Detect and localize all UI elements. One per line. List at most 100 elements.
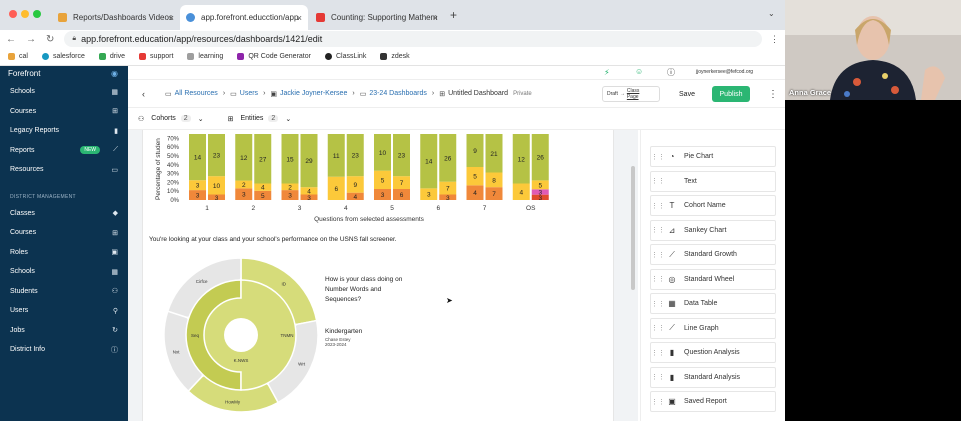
bar-segment[interactable] — [327, 134, 345, 177]
bar-segment[interactable] — [235, 180, 253, 189]
zoom-window-button[interactable] — [33, 10, 41, 18]
bar-segment[interactable] — [485, 172, 503, 188]
entities-filter[interactable]: Entities — [240, 115, 264, 122]
bar-segment[interactable] — [439, 194, 457, 201]
bookmark-item[interactable]: support — [139, 53, 173, 60]
bar-segment[interactable] — [531, 194, 549, 200]
component-question-analysis[interactable]: ⋮⋮ ▮ Question Analysis — [650, 342, 776, 363]
bookmark-item[interactable]: QR Code Generator — [237, 53, 311, 60]
bookmark-item[interactable]: cal — [8, 53, 28, 60]
url-field[interactable]: 🔒︎ app.forefront.education/app/resources… — [64, 31, 762, 47]
back-chevron-icon[interactable]: ‹ — [142, 88, 145, 99]
draft-toggle[interactable]: Draft → Class Page — [602, 86, 660, 102]
bar-segment[interactable] — [346, 176, 364, 193]
component-saved-report[interactable]: ⋮⋮ ▣ Saved Report — [650, 391, 776, 412]
sidebar-item-roles[interactable]: Roles ▣ — [10, 248, 118, 257]
bar-segment[interactable] — [531, 180, 549, 190]
sidebar-item-jobs[interactable]: Jobs ↻ — [10, 326, 118, 335]
canvas-scrollbar[interactable] — [631, 166, 635, 290]
bookmark-item[interactable]: drive — [98, 53, 125, 60]
breadcrumb-user[interactable]: Jackie Joyner-Kersee — [280, 90, 348, 97]
user-email[interactable]: jjoynerkersee@fefcod.org — [696, 69, 754, 75]
bar-segment[interactable] — [281, 183, 299, 191]
drag-handle-icon[interactable]: ⋮⋮ — [651, 398, 665, 406]
sidebar-item-users[interactable]: Users ⚲ — [10, 307, 118, 315]
bar-segment[interactable] — [254, 190, 272, 200]
sidebar-item-schools[interactable]: Schools ▦ — [10, 268, 118, 276]
bar-segment[interactable] — [235, 134, 253, 181]
bar-segment[interactable] — [512, 134, 530, 184]
extensions-icon[interactable]: ⋮ — [770, 33, 779, 44]
bar-segment[interactable] — [466, 167, 484, 186]
bar-segment[interactable] — [346, 192, 364, 200]
drag-handle-icon[interactable]: ⋮⋮ — [651, 251, 665, 259]
drag-handle-icon[interactable]: ⋮⋮ — [651, 276, 665, 283]
bolt-icon[interactable]: ⚡︎ — [604, 68, 610, 77]
publish-button[interactable]: Publish — [712, 86, 750, 102]
bar-segment[interactable] — [254, 134, 272, 184]
bar-segment[interactable] — [189, 190, 206, 200]
browser-tab-2[interactable]: Counting: Supporting Mathem × — [310, 5, 444, 30]
component-sankey-chart[interactable]: ⋮⋮ ⊿ Sankey Chart — [650, 219, 776, 241]
sidebar-item-reports[interactable]: Reports NEW ⟋ — [10, 146, 118, 155]
bookmark-item[interactable]: salesforce — [41, 53, 85, 60]
breadcrumb-all-resources[interactable]: All Resources — [174, 90, 218, 97]
component-pie-chart[interactable]: ⋮⋮ ◔ Pie Chart — [650, 146, 776, 167]
bar-segment[interactable] — [208, 194, 225, 201]
browser-tab-1[interactable]: app.forefront.educction/app/... × — [180, 5, 308, 30]
tab-list-chevron-icon[interactable]: ⌄ — [768, 9, 775, 18]
bar-segment[interactable] — [420, 188, 438, 200]
breadcrumb-users[interactable]: Users — [239, 90, 259, 97]
sidebar-item-courses[interactable]: Courses ⊞ — [10, 107, 118, 116]
bar-segment[interactable] — [512, 183, 530, 201]
minimize-window-button[interactable] — [21, 10, 29, 18]
bar-segment[interactable] — [189, 134, 206, 181]
drag-handle-icon[interactable]: ⋮⋮ — [651, 374, 665, 381]
bar-segment[interactable] — [485, 187, 503, 200]
bar-segment[interactable] — [439, 181, 457, 195]
chevron-down-icon[interactable]: ⌄ — [197, 115, 204, 123]
bar-segment[interactable] — [189, 180, 206, 191]
component-text[interactable]: ⋮⋮ Text — [650, 170, 776, 192]
bar-segment[interactable] — [374, 189, 391, 200]
drag-handle-icon[interactable]: ⋮⋮ — [651, 178, 665, 185]
browser-tab-0[interactable]: Reports/Dashboards Videos × — [52, 5, 180, 30]
breadcrumb-dashboards[interactable]: 23-24 Dashboards — [369, 90, 427, 97]
bookmark-item[interactable]: learning — [187, 53, 223, 60]
reload-icon[interactable]: ↻ — [46, 33, 55, 45]
bar-segment[interactable] — [346, 134, 364, 177]
forward-arrow-icon[interactable]: → — [26, 33, 36, 45]
bar-segment[interactable] — [393, 189, 410, 200]
bar-segment[interactable] — [485, 134, 503, 173]
back-arrow-icon[interactable]: ← — [6, 33, 16, 45]
close-icon[interactable]: × — [296, 12, 302, 23]
bar-segment[interactable] — [393, 134, 410, 177]
component-line-graph[interactable]: ⋮⋮ ⟋ Line Graph — [650, 317, 776, 339]
help-icon[interactable]: ⓘ — [667, 68, 675, 77]
cohorts-filter[interactable]: Cohorts — [151, 115, 176, 122]
bar-segment[interactable] — [281, 190, 299, 200]
close-icon[interactable]: × — [168, 12, 174, 23]
drag-handle-icon[interactable]: ⋮⋮ — [651, 349, 665, 357]
bar-segment[interactable] — [374, 170, 391, 189]
close-icon[interactable]: × — [432, 12, 438, 23]
component-standard-wheel[interactable]: ⋮⋮ ◎ Standard Wheel — [650, 268, 776, 290]
component-cohort-name[interactable]: ⋮⋮ T Cohort Name — [650, 195, 776, 216]
bar-segment[interactable] — [531, 189, 549, 195]
bar-segment[interactable] — [208, 134, 225, 177]
bar-segment[interactable] — [466, 134, 484, 167]
bookmark-item[interactable]: zdesk — [380, 53, 410, 60]
bar-segment[interactable] — [208, 176, 225, 195]
bar-segment[interactable] — [281, 134, 299, 184]
bar-segment[interactable] — [466, 185, 484, 200]
sidebar-item-students[interactable]: Students ⚇ — [10, 287, 118, 296]
new-tab-button[interactable]: + — [450, 8, 458, 22]
bar-segment[interactable] — [439, 134, 457, 182]
sidebar-item-district-info[interactable]: District Info ⓘ — [10, 346, 118, 354]
drag-handle-icon[interactable]: ⋮⋮ — [651, 300, 665, 308]
more-options-icon[interactable]: ⋮ — [768, 89, 778, 100]
sidebar-item-courses[interactable]: Courses ⊞ — [10, 229, 118, 237]
save-button[interactable]: Save — [679, 90, 695, 98]
face-icon[interactable]: ☺︎ — [635, 67, 644, 76]
bar-segment[interactable] — [374, 134, 391, 171]
